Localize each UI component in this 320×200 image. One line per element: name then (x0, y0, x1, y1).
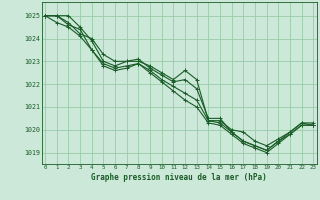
X-axis label: Graphe pression niveau de la mer (hPa): Graphe pression niveau de la mer (hPa) (91, 173, 267, 182)
